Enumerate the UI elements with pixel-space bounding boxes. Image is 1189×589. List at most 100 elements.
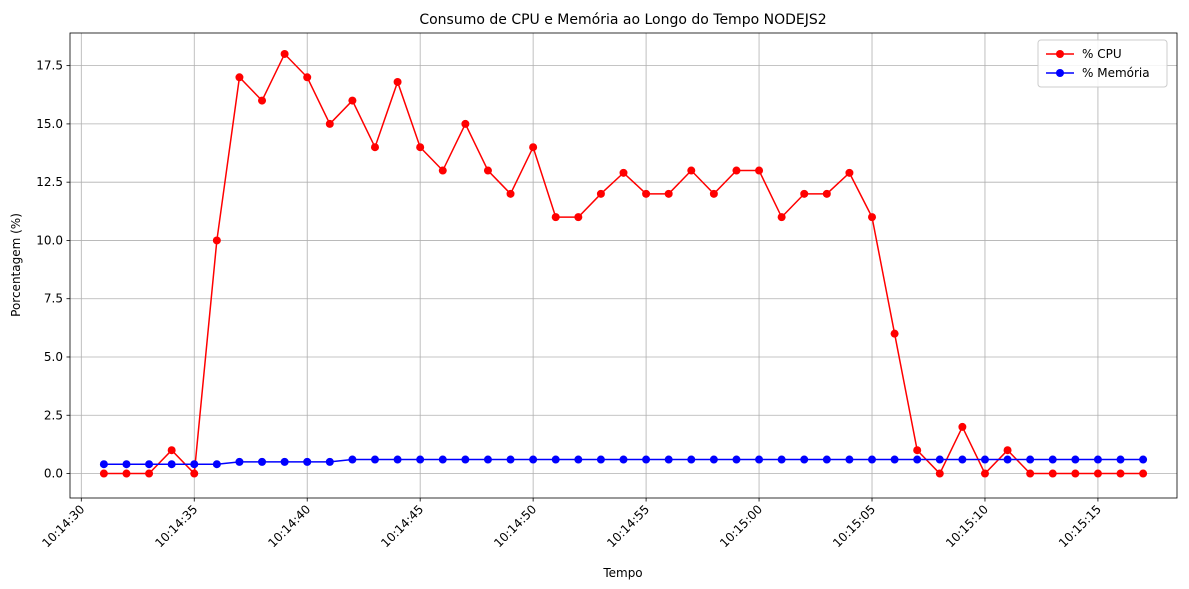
data-point	[529, 143, 538, 152]
series-0	[99, 49, 1148, 478]
data-point	[868, 455, 877, 464]
data-point	[1093, 469, 1102, 478]
data-point	[687, 166, 696, 175]
data-point	[958, 422, 967, 431]
data-point	[122, 460, 131, 469]
data-point	[145, 469, 154, 478]
data-point	[1026, 455, 1035, 464]
data-point	[1048, 469, 1057, 478]
x-tick-label: 10:14:40	[265, 502, 313, 550]
data-point	[461, 119, 470, 128]
legend-box	[1037, 39, 1168, 88]
data-point	[777, 455, 786, 464]
grid-lines	[70, 33, 1177, 498]
data-point	[664, 189, 673, 198]
data-point	[483, 455, 492, 464]
data-point	[980, 469, 989, 478]
data-point	[190, 460, 199, 469]
data-point	[935, 455, 944, 464]
legend-label: % CPU	[1082, 47, 1122, 61]
data-point	[258, 96, 267, 105]
data-point	[664, 455, 673, 464]
chart-title: Consumo de CPU e Memória ao Longo do Tem…	[419, 12, 826, 28]
data-point	[416, 455, 425, 464]
data-point	[732, 166, 741, 175]
data-point	[777, 213, 786, 222]
data-point	[506, 189, 515, 198]
data-point	[348, 455, 357, 464]
data-point	[1071, 455, 1080, 464]
data-point	[167, 460, 176, 469]
data-point	[190, 469, 199, 478]
data-point	[235, 457, 244, 466]
data-point	[122, 469, 131, 478]
y-tick-label: 12.5	[36, 175, 63, 189]
data-point	[845, 455, 854, 464]
data-point	[619, 455, 628, 464]
data-point	[438, 166, 447, 175]
y-tick-label: 15.0	[36, 117, 63, 131]
y-tick-label: 2.5	[44, 408, 63, 422]
data-point	[99, 460, 108, 469]
data-point	[913, 455, 922, 464]
data-point	[325, 119, 334, 128]
x-tick-label: 10:14:30	[39, 502, 87, 550]
data-point	[1116, 455, 1125, 464]
data-point	[755, 455, 764, 464]
data-point	[913, 446, 922, 455]
plot-frame	[69, 32, 1178, 499]
data-point	[596, 189, 605, 198]
data-point	[280, 457, 289, 466]
data-point	[980, 455, 989, 464]
data-point	[619, 168, 628, 177]
series-1	[99, 455, 1148, 469]
data-point	[709, 455, 718, 464]
data-point	[800, 455, 809, 464]
data-point	[800, 189, 809, 198]
legend: % CPU % Memória	[1037, 39, 1168, 88]
data-point	[1093, 455, 1102, 464]
data-point	[822, 189, 831, 198]
data-point	[642, 455, 651, 464]
data-point	[1026, 469, 1035, 478]
data-point	[551, 455, 560, 464]
axes: 0.0 2.5 5.0 7.5 10.0 12.5 15.0 17.5 10:14:30 10:1…	[36, 32, 1178, 550]
data-point	[1003, 446, 1012, 455]
x-tick-label: 10:14:50	[491, 502, 539, 550]
x-tick-label: 10:15:15	[1056, 502, 1104, 550]
data-point	[596, 455, 605, 464]
data-point	[212, 236, 221, 245]
data-point	[845, 168, 854, 177]
y-tick-label: 17.5	[36, 59, 63, 73]
data-point	[438, 455, 447, 464]
data-point	[1071, 469, 1080, 478]
x-tick-label: 10:15:00	[717, 502, 765, 550]
data-point	[1116, 469, 1125, 478]
series-lines	[99, 49, 1148, 478]
data-point	[461, 455, 470, 464]
data-point	[1139, 469, 1148, 478]
y-tick-label: 7.5	[44, 292, 63, 306]
data-point	[574, 455, 583, 464]
data-point	[1048, 455, 1057, 464]
data-point	[868, 213, 877, 222]
data-point	[755, 166, 764, 175]
legend-marker	[1056, 50, 1064, 58]
legend-label: % Memória	[1082, 66, 1150, 80]
y-tick-label: 5.0	[44, 350, 63, 364]
data-point	[303, 73, 312, 82]
data-point	[370, 143, 379, 152]
x-tick-label: 10:15:05	[830, 502, 878, 550]
data-point	[709, 189, 718, 198]
legend-marker	[1056, 69, 1064, 77]
x-axis-title: Tempo	[602, 566, 642, 580]
data-point	[551, 213, 560, 222]
series-line	[103, 52, 1144, 476]
data-point	[212, 460, 221, 469]
data-point	[1139, 455, 1148, 464]
data-point	[416, 143, 425, 152]
data-point	[890, 455, 899, 464]
data-point	[393, 77, 402, 86]
data-point	[393, 455, 402, 464]
